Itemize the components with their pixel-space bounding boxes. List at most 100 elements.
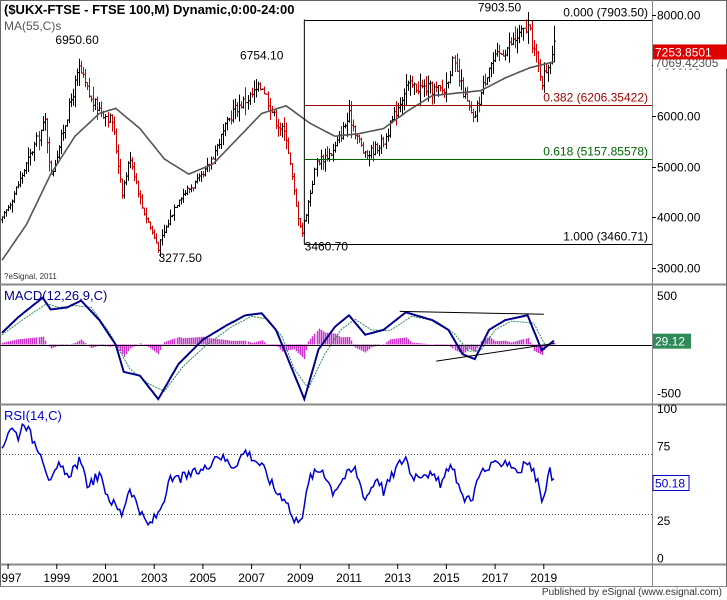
- price-bar: [224, 122, 227, 137]
- price-bar: [441, 79, 444, 95]
- price-bar: [472, 108, 475, 123]
- price-bar: [462, 77, 465, 98]
- price-bar: [82, 66, 85, 78]
- price-bar: [234, 98, 237, 120]
- price-bar: [283, 117, 286, 141]
- price-tick-label: 6000.00: [657, 110, 701, 124]
- price-bar: [537, 50, 540, 73]
- price-bar: [291, 163, 294, 180]
- price-bar: [366, 149, 369, 160]
- price-bar: [135, 173, 138, 185]
- price-bar: [182, 188, 185, 203]
- macd-last-badge: [653, 333, 691, 349]
- price-bar: [40, 129, 43, 147]
- price-bar: [230, 110, 233, 125]
- rsi-title: RSI(14,C): [4, 408, 62, 423]
- price-bar: [169, 209, 172, 226]
- price-bar: [255, 79, 258, 98]
- price-bar: [94, 98, 97, 111]
- price-axis: 3000.004000.005000.006000.007000.008000.…: [652, 9, 727, 276]
- point-label: 6950.60: [55, 33, 99, 47]
- price-bar: [33, 141, 36, 162]
- macd-histogram: [1, 328, 556, 360]
- price-bar: [76, 68, 79, 86]
- price-bar: [374, 141, 377, 156]
- price-bar: [425, 76, 428, 96]
- price-bar: [553, 25, 556, 63]
- price-bar: [348, 99, 351, 123]
- price-bar: [370, 144, 373, 159]
- price-bar: [508, 32, 511, 63]
- price-bar: [470, 101, 473, 114]
- price-bar: [222, 123, 225, 146]
- price-bar: [220, 133, 223, 150]
- price-bar: [5, 209, 8, 217]
- price-bar: [456, 53, 459, 72]
- x-tick-label: 2013: [384, 571, 411, 585]
- price-bar: [149, 221, 152, 230]
- price-bar: [356, 133, 359, 145]
- x-tick-label: 1999: [43, 571, 70, 585]
- price-bar: [27, 147, 30, 173]
- price-bar: [269, 97, 272, 120]
- price-bar: [387, 128, 390, 142]
- price-bar: [506, 47, 509, 57]
- price-bar: [107, 112, 110, 128]
- last-price-badge: [653, 44, 727, 60]
- price-bar: [393, 107, 396, 121]
- price-tick-label: 8000.00: [657, 9, 701, 23]
- price-bar: [48, 137, 51, 172]
- rsi-line: [1, 422, 555, 527]
- last-price-value: 7253.8501: [655, 45, 712, 59]
- price-bar: [228, 117, 231, 122]
- price-bar: [543, 62, 546, 93]
- price-bar: [368, 150, 371, 167]
- price-bar: [533, 40, 536, 57]
- price-bar: [352, 119, 355, 132]
- price-bar: [165, 225, 168, 234]
- rsi-axis: 100755025050.18: [652, 402, 690, 566]
- price-bar: [163, 224, 166, 238]
- price-bar: [244, 87, 247, 116]
- price-bar: [309, 189, 312, 207]
- rsi-lines: RSI(14,C): [0, 408, 652, 527]
- price-bar: [362, 141, 365, 154]
- x-tick-label: 2011: [336, 571, 362, 585]
- chart-title: ($UKX-FTSE - FTSE 100,M) Dynamic,0:00-24…: [4, 2, 294, 17]
- ma-line: [1, 61, 555, 261]
- x-tick-label: 2005: [190, 571, 217, 585]
- price-bar: [273, 110, 276, 117]
- price-bar: [141, 194, 144, 209]
- point-label: 7903.50: [478, 1, 522, 15]
- price-bar: [372, 141, 375, 162]
- price-bar: [431, 81, 434, 105]
- price-tick-label: 3000.00: [657, 262, 701, 276]
- price-bar: [251, 87, 254, 98]
- price-bar: [151, 225, 154, 235]
- price-bar: [263, 86, 266, 95]
- macd-trendline: [436, 343, 555, 362]
- price-bar: [494, 49, 497, 63]
- price-bar: [257, 81, 260, 92]
- macd-panel: MACD(12,26,9,C) 500 -500 29.12: [0, 288, 691, 403]
- macd-last-value: 29.12: [655, 335, 685, 349]
- price-bar: [84, 68, 87, 88]
- price-bar: [19, 171, 22, 188]
- price-panel: ($UKX-FTSE - FTSE 100,M) Dynamic,0:00-24…: [1, 1, 727, 281]
- price-bar: [518, 24, 521, 44]
- macd-tick-label: -500: [657, 386, 681, 400]
- price-bar: [336, 136, 339, 147]
- rsi-tick-label: 0: [657, 552, 664, 566]
- price-bar: [514, 26, 517, 49]
- price-bar: [196, 173, 199, 184]
- x-tick-label: 1997: [0, 571, 22, 585]
- price-bar: [21, 172, 24, 184]
- price-bar: [25, 162, 28, 174]
- price-bar: [492, 52, 495, 74]
- macd-title: MACD(12,26,9,C): [4, 288, 107, 303]
- price-bar: [520, 25, 523, 38]
- x-axis: 1997 1999 2001 2003 2005 2007 2009 2011 2013 2015…: [0, 564, 557, 585]
- price-bar: [202, 170, 205, 178]
- x-tick-label: 2001: [92, 571, 119, 585]
- fib-label-1-000: 1.000 (3460.71): [563, 230, 648, 244]
